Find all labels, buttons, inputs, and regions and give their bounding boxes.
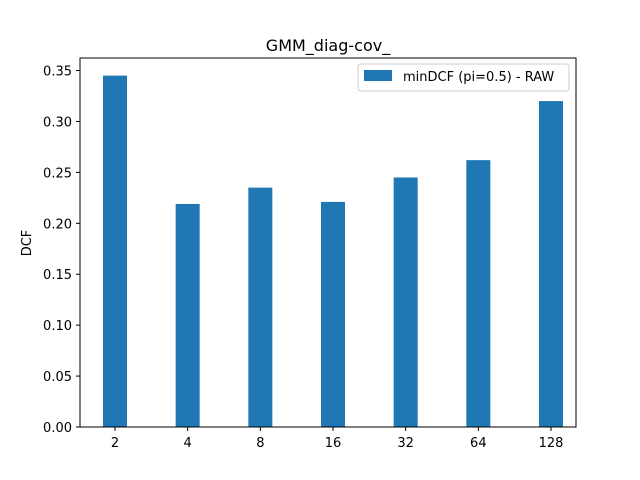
y-tick-label-0.00: 0.00 — [43, 421, 72, 436]
bar-32 — [393, 177, 418, 427]
axes-group: 2 4 8 16 32 64 128 0.00 0.05 0.10 0.15 0.20 0.25 0.30… — [43, 57, 577, 451]
x-tick-label-2: 2 — [111, 436, 119, 451]
legend-label: minDCF (pi=0.5) - RAW — [403, 70, 554, 85]
y-tick-label-0.30: 0.30 — [43, 115, 72, 130]
x-tick-label-64: 64 — [470, 436, 487, 451]
x-tick-label-16: 16 — [325, 436, 342, 451]
y-tick-label-0.35: 0.35 — [43, 65, 72, 80]
bar-2 — [103, 75, 127, 428]
y-tick-label-0.05: 0.05 — [43, 370, 72, 385]
bar-16 — [321, 201, 345, 427]
y-axis-label: DCF — [20, 230, 35, 257]
legend: minDCF (pi=0.5) - RAW — [357, 63, 570, 92]
bar-4 — [175, 203, 200, 427]
legend-swatch — [364, 70, 392, 81]
x-tick-label-128: 128 — [539, 436, 564, 451]
y-tick-label-0.15: 0.15 — [43, 268, 72, 283]
x-tick-label-32: 32 — [397, 436, 414, 451]
y-tick-label-0.10: 0.10 — [43, 319, 72, 334]
x-tick-label-8: 8 — [256, 436, 264, 451]
x-tick-label-4: 4 — [184, 436, 192, 451]
bars-group — [103, 75, 563, 428]
bar-128 — [539, 101, 563, 427]
plot-frame — [79, 57, 577, 428]
bar-64 — [466, 160, 491, 427]
y-tick-label-0.20: 0.20 — [43, 217, 72, 232]
bar-8 — [248, 187, 273, 427]
y-tick-label-0.25: 0.25 — [43, 166, 72, 181]
legend-frame — [357, 63, 570, 92]
chart-title: GMM_diag-cov_ — [266, 36, 391, 56]
